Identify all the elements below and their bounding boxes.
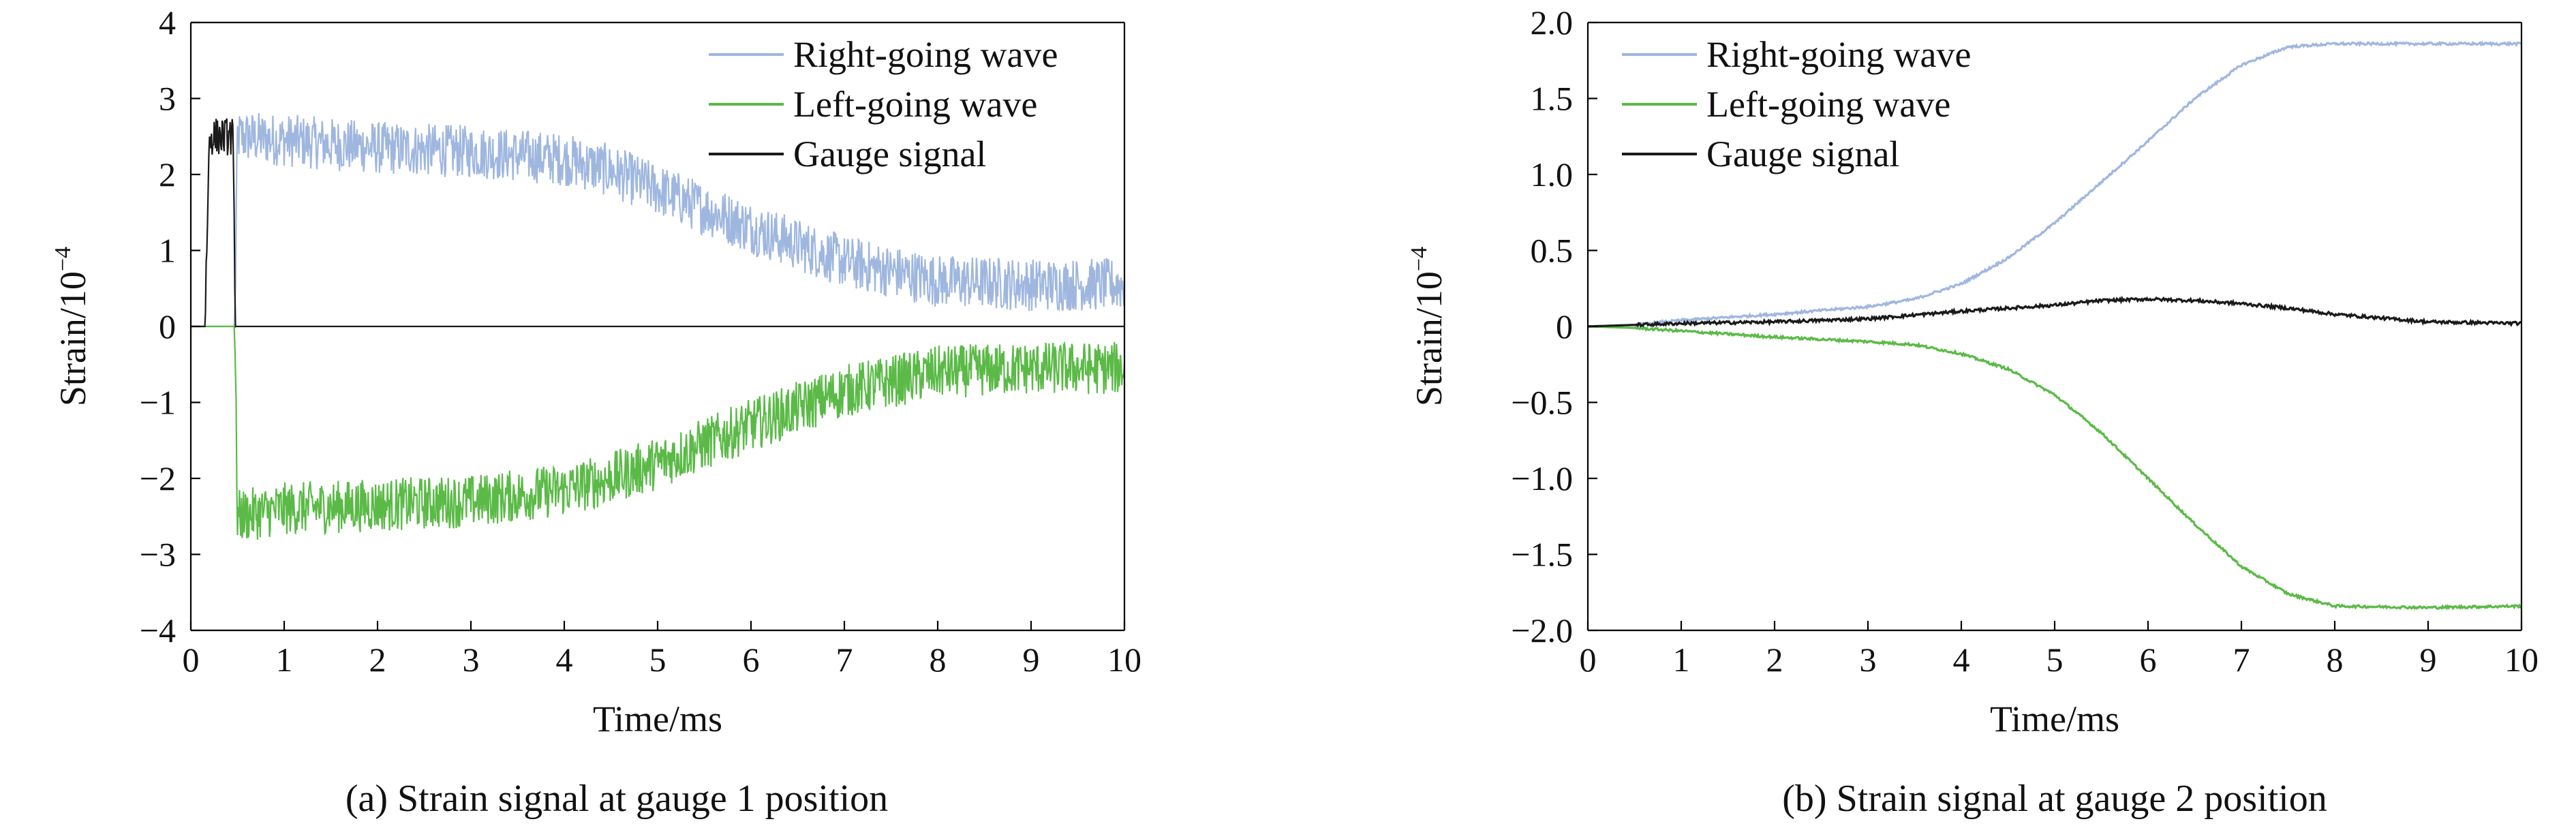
legend: Right-going wave Left-going wave Gauge sig… xyxy=(1622,34,1971,174)
x-axis-label: Time/ms xyxy=(1990,699,2119,739)
x-tick-label: 0 xyxy=(1580,641,1597,679)
y-tick-label: 0.5 xyxy=(1531,232,1574,270)
series-line-gauge-signal xyxy=(191,118,1124,328)
x-tick-label: 4 xyxy=(556,641,573,679)
y-tick-label: −2.0 xyxy=(1511,611,1573,649)
legend: Right-going wave Left-going wave Gauge sig… xyxy=(709,34,1058,174)
x-tick-label: 1 xyxy=(276,641,293,679)
series-group xyxy=(191,112,1126,540)
y-tick-label: 1 xyxy=(159,232,176,270)
x-tick-label: 1 xyxy=(1673,641,1690,679)
y-tick-label: −2 xyxy=(140,459,176,497)
y-tick-label: −1 xyxy=(140,384,176,422)
y-tick-label: −4 xyxy=(140,611,176,649)
x-tick-label: 7 xyxy=(836,641,853,679)
y-tick-label: 2 xyxy=(159,155,176,194)
series-line-right-going-wave xyxy=(191,112,1126,328)
x-tick-label: 3 xyxy=(463,641,480,679)
legend-entry: Left-going wave xyxy=(793,84,1037,125)
x-tick-label: 0 xyxy=(183,641,200,679)
x-tick-label: 6 xyxy=(2140,641,2157,679)
x-axis-label: Time/ms xyxy=(593,699,722,739)
x-tick-label: 7 xyxy=(2233,641,2250,679)
x-tick-label: 8 xyxy=(930,641,947,679)
y-axis-label: Strain/10−4 xyxy=(1407,247,1450,406)
x-tick-label: 9 xyxy=(2420,641,2437,679)
x-tick-label: 6 xyxy=(743,641,760,679)
y-tick-label: 1.0 xyxy=(1531,155,1574,194)
y-axis-label: Strain/10−4 xyxy=(50,247,93,406)
x-tick-label: 5 xyxy=(649,641,666,679)
legend-entry: Right-going wave xyxy=(793,34,1058,75)
legend-entry: Left-going wave xyxy=(1706,84,1950,125)
x-tick-label: 5 xyxy=(2046,641,2064,679)
y-axis-label-exponent: −4 xyxy=(50,247,76,271)
x-tick-label: 9 xyxy=(1023,641,1040,679)
y-tick-label: 3 xyxy=(159,80,176,118)
y-tick-label: 1.5 xyxy=(1531,80,1574,118)
x-tick-label: 8 xyxy=(2327,641,2344,679)
series-group xyxy=(1588,40,2522,611)
chart-panel-b: 0 1 2 3 4 5 6 7 8 9 10 2.0 1.5 1.0 0.5 0 −0.5 −1.0 −1.5 −2.… xyxy=(1407,3,2539,820)
x-tick-label: 4 xyxy=(1953,641,1970,679)
y-tick-label: −3 xyxy=(140,536,176,574)
panel-caption: (a) Strain signal at gauge 1 position xyxy=(346,778,888,820)
series-line-gauge-signal xyxy=(1588,295,2522,328)
legend-entry: Gauge signal xyxy=(1706,134,1899,174)
y-tick-label: 4 xyxy=(159,3,176,42)
x-tick-label: 2 xyxy=(369,641,386,679)
series-line-left-going-wave xyxy=(1588,325,2522,611)
y-tick-label: 0 xyxy=(1556,307,1573,346)
y-tick-label: −1.0 xyxy=(1511,459,1573,497)
panel-caption: (b) Strain signal at gauge 2 position xyxy=(1782,778,2327,820)
x-tick-label: 2 xyxy=(1766,641,1783,679)
y-tick-label: 2.0 xyxy=(1531,3,1574,42)
legend-entry: Gauge signal xyxy=(793,134,986,174)
series-line-left-going-wave xyxy=(191,325,1126,540)
y-tick-label: −1.5 xyxy=(1511,536,1573,574)
x-tick-label: 10 xyxy=(1107,641,1141,679)
x-tick-label: 10 xyxy=(2504,641,2539,679)
y-tick-label: 0 xyxy=(159,307,176,346)
y-axis-label-exponent: −4 xyxy=(1407,247,1432,271)
series-line-right-going-wave xyxy=(1588,40,2522,328)
legend-entry: Right-going wave xyxy=(1706,34,1971,75)
x-tick-label: 3 xyxy=(1860,641,1877,679)
chart-panel-a: 0 1 2 3 4 5 6 7 8 9 1043210−1−2−3−4Time/msStrain/1… xyxy=(50,3,1141,820)
y-tick-label: −0.5 xyxy=(1511,384,1573,422)
